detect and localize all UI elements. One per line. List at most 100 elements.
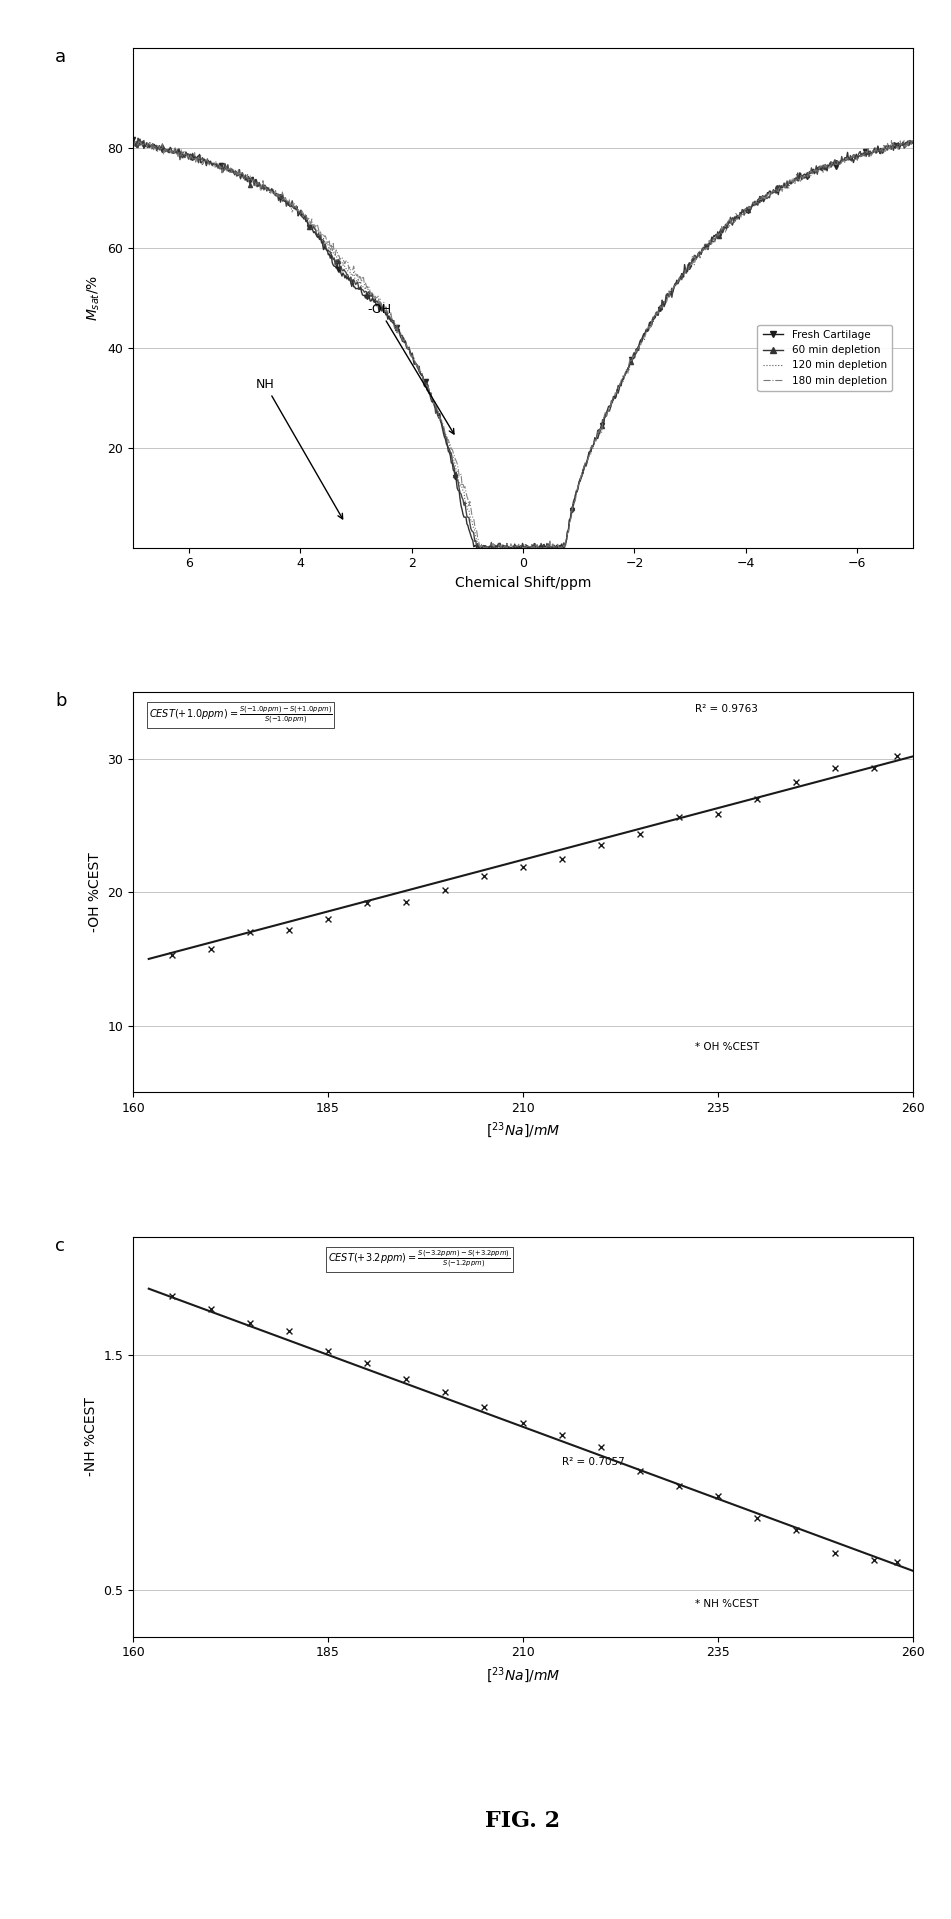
Point xyxy=(671,802,687,833)
Line: Fresh Cartilage: Fresh Cartilage xyxy=(131,136,915,549)
Point xyxy=(204,1293,219,1324)
120 min depletion xyxy=(625,347,636,370)
Point xyxy=(398,1362,414,1393)
Text: R² = 0.7057: R² = 0.7057 xyxy=(562,1457,625,1466)
Point xyxy=(554,844,570,875)
Fresh Cartilage xyxy=(720,215,731,238)
Point xyxy=(890,1547,905,1577)
Point xyxy=(398,887,414,917)
Point xyxy=(827,1537,843,1568)
Text: FIG. 2: FIG. 2 xyxy=(486,1810,560,1833)
Fresh Cartilage xyxy=(581,449,592,472)
180 min depletion xyxy=(800,165,811,188)
X-axis label: $[^{23}Na]/mM$: $[^{23}Na]/mM$ xyxy=(486,1121,560,1140)
Point xyxy=(515,1407,531,1437)
60 min depletion xyxy=(471,535,482,558)
Text: c: c xyxy=(55,1238,65,1255)
Point xyxy=(749,1503,765,1533)
Point xyxy=(437,1376,453,1407)
Text: b: b xyxy=(55,693,67,710)
Legend: Fresh Cartilage, 60 min depletion, 120 min depletion, 180 min depletion: Fresh Cartilage, 60 min depletion, 120 m… xyxy=(757,324,892,391)
Fresh Cartilage xyxy=(127,127,139,150)
180 min depletion xyxy=(581,451,592,474)
Point xyxy=(866,1545,882,1575)
Point xyxy=(320,904,336,935)
Y-axis label: -NH %CEST: -NH %CEST xyxy=(84,1397,98,1476)
Point xyxy=(476,860,492,890)
180 min depletion xyxy=(602,401,613,424)
60 min depletion xyxy=(626,351,637,374)
180 min depletion xyxy=(175,144,186,167)
Point xyxy=(632,1457,648,1487)
180 min depletion xyxy=(475,535,486,558)
Text: -OH: -OH xyxy=(367,303,454,434)
Text: * OH %CEST: * OH %CEST xyxy=(694,1042,759,1052)
Point xyxy=(632,817,648,848)
Point xyxy=(593,829,609,860)
Fresh Cartilage xyxy=(625,347,636,370)
Point xyxy=(788,1514,804,1545)
Fresh Cartilage xyxy=(175,140,186,163)
Point xyxy=(359,1347,375,1378)
60 min depletion xyxy=(582,447,593,470)
120 min depletion xyxy=(907,130,919,154)
Point xyxy=(593,1432,609,1462)
Text: * NH %CEST: * NH %CEST xyxy=(694,1599,758,1608)
Line: 180 min depletion: 180 min depletion xyxy=(133,140,913,547)
Point xyxy=(165,1280,180,1311)
Point xyxy=(359,888,375,919)
Line: 60 min depletion: 60 min depletion xyxy=(131,136,915,549)
Point xyxy=(243,1309,258,1339)
Y-axis label: -OH %CEST: -OH %CEST xyxy=(88,852,102,933)
Point xyxy=(671,1470,687,1501)
180 min depletion xyxy=(127,130,139,154)
Fresh Cartilage xyxy=(602,399,613,422)
Line: 120 min depletion: 120 min depletion xyxy=(133,140,913,547)
120 min depletion xyxy=(800,165,811,188)
Point xyxy=(204,935,219,965)
Text: a: a xyxy=(55,48,67,65)
180 min depletion xyxy=(720,215,731,238)
120 min depletion xyxy=(899,129,910,152)
Point xyxy=(827,752,843,783)
Point xyxy=(710,1481,726,1512)
180 min depletion xyxy=(907,130,919,154)
Text: $CEST(+3.2ppm) = \frac{S(-3.2ppm) - S(+3.2ppm)}{S(-1.2ppm)}$: $CEST(+3.2ppm) = \frac{S(-3.2ppm) - S(+3… xyxy=(328,1249,511,1270)
120 min depletion xyxy=(175,138,186,161)
Fresh Cartilage xyxy=(800,163,811,186)
X-axis label: $[^{23}Na]/mM$: $[^{23}Na]/mM$ xyxy=(486,1666,560,1685)
120 min depletion xyxy=(720,221,731,244)
Point xyxy=(165,940,180,971)
Point xyxy=(554,1420,570,1451)
Point xyxy=(515,852,531,883)
Point xyxy=(866,752,882,783)
Text: R² = 0.9763: R² = 0.9763 xyxy=(694,704,758,714)
60 min depletion xyxy=(132,127,144,150)
120 min depletion xyxy=(474,535,485,558)
Point xyxy=(281,1316,297,1347)
Point xyxy=(788,766,804,796)
Fresh Cartilage xyxy=(907,130,919,154)
Point xyxy=(281,915,297,946)
Text: $CEST(+1.0ppm) = \frac{S(-1.0ppm) - S(+1.0ppm)}{S(-1.0ppm)}$: $CEST(+1.0ppm) = \frac{S(-1.0ppm) - S(+1… xyxy=(148,704,333,725)
Point xyxy=(320,1336,336,1366)
Fresh Cartilage xyxy=(471,535,482,558)
180 min depletion xyxy=(903,129,915,152)
Point xyxy=(749,783,765,814)
120 min depletion xyxy=(602,399,613,422)
120 min depletion xyxy=(581,451,592,474)
Point xyxy=(437,875,453,906)
Point xyxy=(890,741,905,771)
60 min depletion xyxy=(603,399,614,422)
120 min depletion xyxy=(127,130,139,154)
60 min depletion xyxy=(127,130,139,154)
60 min depletion xyxy=(907,132,919,155)
60 min depletion xyxy=(801,163,812,186)
Point xyxy=(710,798,726,829)
Point xyxy=(243,917,258,948)
Y-axis label: $\mathit{M}_{sat}$/%: $\mathit{M}_{sat}$/% xyxy=(86,274,102,320)
Point xyxy=(476,1391,492,1422)
60 min depletion xyxy=(721,213,732,236)
X-axis label: Chemical Shift/ppm: Chemical Shift/ppm xyxy=(455,576,592,589)
180 min depletion xyxy=(625,351,636,374)
